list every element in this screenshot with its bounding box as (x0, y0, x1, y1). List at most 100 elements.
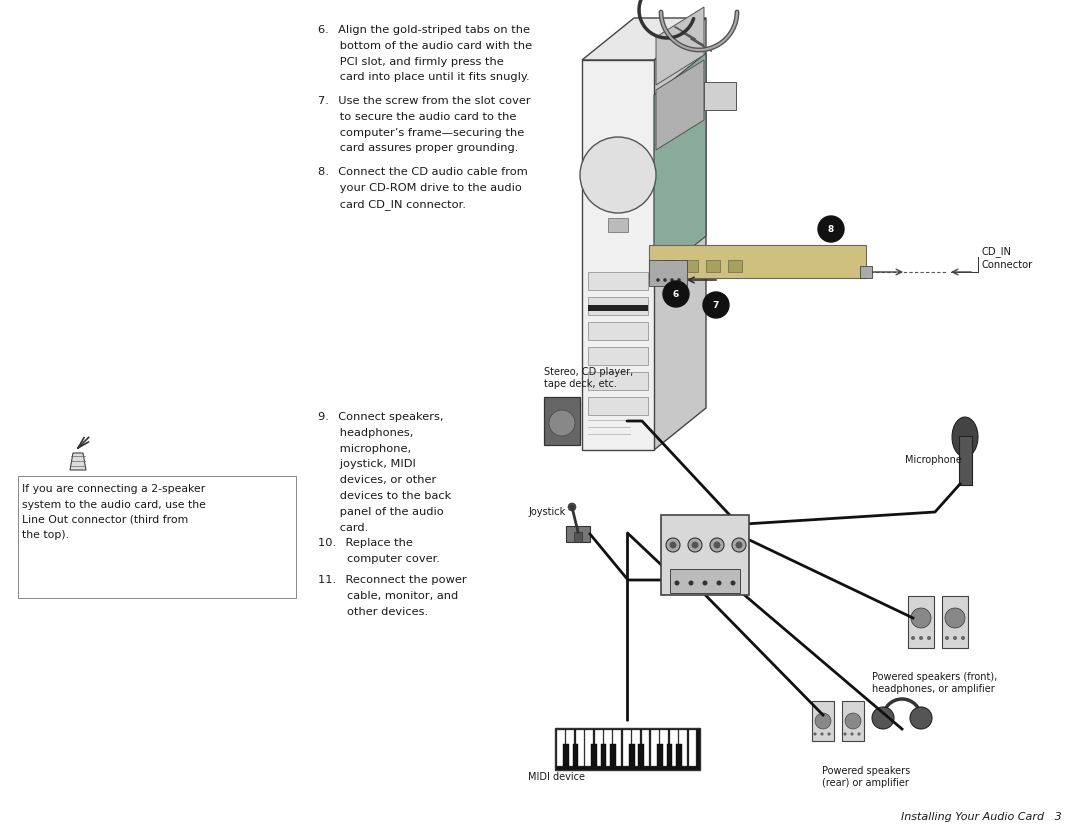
Circle shape (657, 278, 660, 281)
Text: Joystick: Joystick (528, 507, 565, 517)
Polygon shape (582, 18, 706, 60)
Circle shape (953, 636, 957, 640)
Text: Microphone: Microphone (905, 455, 962, 465)
Circle shape (677, 278, 680, 281)
FancyBboxPatch shape (588, 397, 648, 415)
Polygon shape (656, 60, 704, 150)
Text: 11.  Reconnect the power: 11. Reconnect the power (318, 575, 467, 585)
FancyBboxPatch shape (670, 730, 678, 766)
Polygon shape (70, 453, 86, 470)
FancyBboxPatch shape (595, 730, 603, 766)
Circle shape (813, 732, 816, 736)
FancyBboxPatch shape (670, 569, 740, 593)
FancyBboxPatch shape (557, 730, 565, 766)
Text: Connector: Connector (982, 260, 1034, 270)
Circle shape (843, 732, 847, 736)
Text: 7: 7 (713, 301, 719, 309)
Text: If you are connecting a 2-speaker: If you are connecting a 2-speaker (22, 484, 205, 494)
FancyBboxPatch shape (608, 218, 627, 232)
Circle shape (703, 292, 729, 318)
FancyBboxPatch shape (728, 260, 742, 272)
Circle shape (568, 503, 576, 511)
Circle shape (850, 732, 853, 736)
FancyBboxPatch shape (576, 730, 583, 766)
Text: card assures proper grounding.: card assures proper grounding. (318, 144, 518, 154)
Circle shape (735, 542, 743, 549)
FancyBboxPatch shape (706, 260, 720, 272)
Text: computer’s frame—securing the: computer’s frame—securing the (318, 128, 524, 138)
Text: system to the audio card, use the: system to the audio card, use the (22, 500, 206, 510)
FancyBboxPatch shape (704, 82, 735, 110)
Text: computer cover.: computer cover. (318, 554, 440, 564)
FancyBboxPatch shape (572, 744, 578, 766)
Circle shape (716, 580, 721, 585)
FancyBboxPatch shape (649, 260, 687, 286)
FancyBboxPatch shape (657, 744, 663, 766)
Circle shape (675, 580, 679, 585)
FancyBboxPatch shape (812, 701, 834, 741)
Text: devices to the back: devices to the back (318, 491, 451, 501)
Circle shape (845, 713, 861, 729)
Text: the top).: the top). (22, 531, 69, 540)
Text: your CD-ROM drive to the audio: your CD-ROM drive to the audio (318, 183, 522, 193)
Circle shape (821, 732, 824, 736)
FancyBboxPatch shape (588, 297, 648, 315)
Polygon shape (654, 53, 706, 278)
FancyBboxPatch shape (588, 372, 648, 390)
Text: MIDI device: MIDI device (528, 772, 585, 782)
Circle shape (714, 542, 720, 549)
FancyBboxPatch shape (604, 730, 612, 766)
Text: 9.  Connect speakers,: 9. Connect speakers, (318, 412, 444, 422)
FancyBboxPatch shape (684, 260, 698, 272)
Text: microphone,: microphone, (318, 444, 411, 454)
Polygon shape (953, 417, 978, 457)
FancyBboxPatch shape (842, 701, 864, 741)
FancyBboxPatch shape (908, 596, 934, 648)
Circle shape (710, 538, 724, 552)
Text: 6: 6 (673, 290, 679, 298)
Circle shape (730, 580, 735, 585)
FancyBboxPatch shape (563, 744, 569, 766)
Text: 8: 8 (828, 224, 834, 234)
FancyBboxPatch shape (666, 744, 672, 766)
Circle shape (580, 137, 656, 213)
Text: Stereo, CD player,
tape deck, etc.: Stereo, CD player, tape deck, etc. (544, 367, 633, 389)
Circle shape (945, 636, 949, 640)
FancyBboxPatch shape (585, 730, 593, 766)
Polygon shape (649, 245, 866, 278)
Polygon shape (582, 60, 654, 450)
Circle shape (872, 707, 894, 729)
FancyBboxPatch shape (566, 730, 575, 766)
Text: joystick, MIDI: joystick, MIDI (318, 459, 416, 470)
Circle shape (815, 713, 831, 729)
FancyBboxPatch shape (555, 728, 700, 770)
Circle shape (549, 410, 575, 436)
Circle shape (945, 608, 966, 628)
Text: 6.  Align the gold-striped tabs on the: 6. Align the gold-striped tabs on the (318, 25, 530, 35)
Text: panel of the audio: panel of the audio (318, 507, 444, 517)
FancyBboxPatch shape (588, 272, 648, 290)
Circle shape (671, 278, 674, 281)
Circle shape (827, 732, 831, 736)
FancyBboxPatch shape (600, 744, 606, 766)
Text: card into place until it fits snugly.: card into place until it fits snugly. (318, 72, 529, 82)
Text: headphones,: headphones, (318, 428, 414, 438)
FancyBboxPatch shape (676, 744, 681, 766)
Text: bottom of the audio card with the: bottom of the audio card with the (318, 41, 532, 50)
FancyBboxPatch shape (623, 730, 631, 766)
Circle shape (689, 580, 693, 585)
Text: Powered speakers
(rear) or amplifier: Powered speakers (rear) or amplifier (822, 766, 910, 788)
Circle shape (910, 707, 932, 729)
FancyBboxPatch shape (18, 476, 296, 598)
FancyBboxPatch shape (689, 730, 697, 766)
FancyBboxPatch shape (860, 266, 872, 278)
Text: Installing Your Audio Card   3: Installing Your Audio Card 3 (901, 812, 1062, 822)
Text: card.: card. (318, 522, 368, 533)
Text: to secure the audio card to the: to secure the audio card to the (318, 112, 516, 122)
FancyBboxPatch shape (592, 744, 597, 766)
Text: 8.  Connect the CD audio cable from: 8. Connect the CD audio cable from (318, 167, 528, 177)
FancyBboxPatch shape (610, 744, 616, 766)
FancyBboxPatch shape (588, 322, 648, 340)
Text: other devices.: other devices. (318, 606, 428, 617)
Text: Line Out connector (third from: Line Out connector (third from (22, 515, 188, 525)
